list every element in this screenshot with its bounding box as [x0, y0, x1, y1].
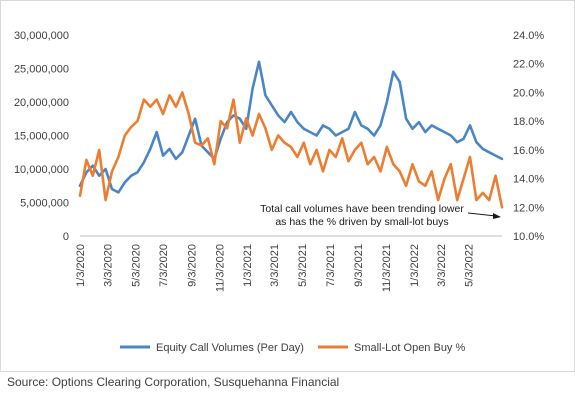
- x-tick-label: 1/3/2022: [409, 244, 421, 287]
- series-line-small-lot: [78, 91, 504, 209]
- x-tick-label: 1/3/2020: [75, 244, 87, 287]
- right-tick-label: 12.0%: [513, 202, 544, 214]
- legend-label-equity-calls: Equity Call Volumes (Per Day): [156, 342, 304, 354]
- x-tick-label: 3/3/2021: [269, 244, 281, 287]
- legend-label-small-lot: Small-Lot Open Buy %: [354, 342, 465, 354]
- chart-frame: [0, 0, 575, 372]
- right-tick-label: 14.0%: [513, 174, 544, 186]
- chart-area: 0 5,000,000 10,000,000 15,000,000 20,000,000…: [14, 30, 544, 354]
- annotation-line-2: as has the % driven by small-lot buys: [275, 216, 448, 228]
- x-axis: 1/3/2020 3/3/2020 5/3/2020 7/3/2020 9/3/2020…: [75, 244, 476, 292]
- left-axis: 0 5,000,000 10,000,000 15,000,000 20,000,000…: [14, 30, 69, 243]
- x-tick-label: 5/3/2022: [464, 244, 476, 287]
- x-tick-label: 9/3/2021: [353, 244, 365, 287]
- annotation: Total call volumes have been trending lo…: [260, 203, 501, 228]
- annotation-arrow-head: [493, 213, 501, 219]
- right-tick-label: 10.0%: [513, 231, 544, 243]
- x-tick-label: 11/3/2021: [381, 244, 393, 292]
- right-axis: 10.0% 12.0% 14.0% 16.0% 18.0% 20.0% 22.0% 24.0%: [513, 30, 544, 243]
- x-tick-label: 1/3/2021: [242, 244, 254, 287]
- x-tick-label: 7/3/2021: [325, 244, 337, 287]
- left-tick-label: 10,000,000: [14, 164, 69, 176]
- legend: Equity Call Volumes (Per Day) Small-Lot …: [120, 342, 465, 354]
- right-tick-label: 20.0%: [513, 87, 544, 99]
- source-note: Source: Options Clearing Corporation, Su…: [7, 375, 340, 389]
- series-line-equity-calls: [78, 60, 504, 194]
- x-tick-label: 5/3/2020: [130, 244, 142, 287]
- x-tick-label: 3/3/2022: [436, 244, 448, 287]
- annotation-arrow-line: [467, 212, 497, 217]
- left-tick-label: 15,000,000: [14, 131, 69, 143]
- x-tick-label: 9/3/2020: [186, 244, 198, 287]
- x-tick-label: 11/3/2020: [214, 244, 226, 292]
- x-tick-label: 5/3/2021: [297, 244, 309, 287]
- left-tick-label: 5,000,000: [20, 198, 69, 210]
- annotation-line-1: Total call volumes have been trending lo…: [260, 203, 464, 215]
- series-layer: [78, 60, 504, 209]
- right-tick-label: 16.0%: [513, 145, 544, 157]
- x-tick-label: 7/3/2020: [158, 244, 170, 287]
- right-tick-label: 22.0%: [513, 59, 544, 71]
- left-tick-label: 20,000,000: [14, 97, 69, 109]
- right-tick-label: 18.0%: [513, 116, 544, 128]
- right-tick-label: 24.0%: [513, 30, 544, 42]
- left-tick-label: 30,000,000: [14, 30, 69, 42]
- left-tick-label: 25,000,000: [14, 64, 69, 76]
- x-tick-label: 3/3/2020: [102, 244, 114, 287]
- left-tick-label: 0: [63, 231, 69, 243]
